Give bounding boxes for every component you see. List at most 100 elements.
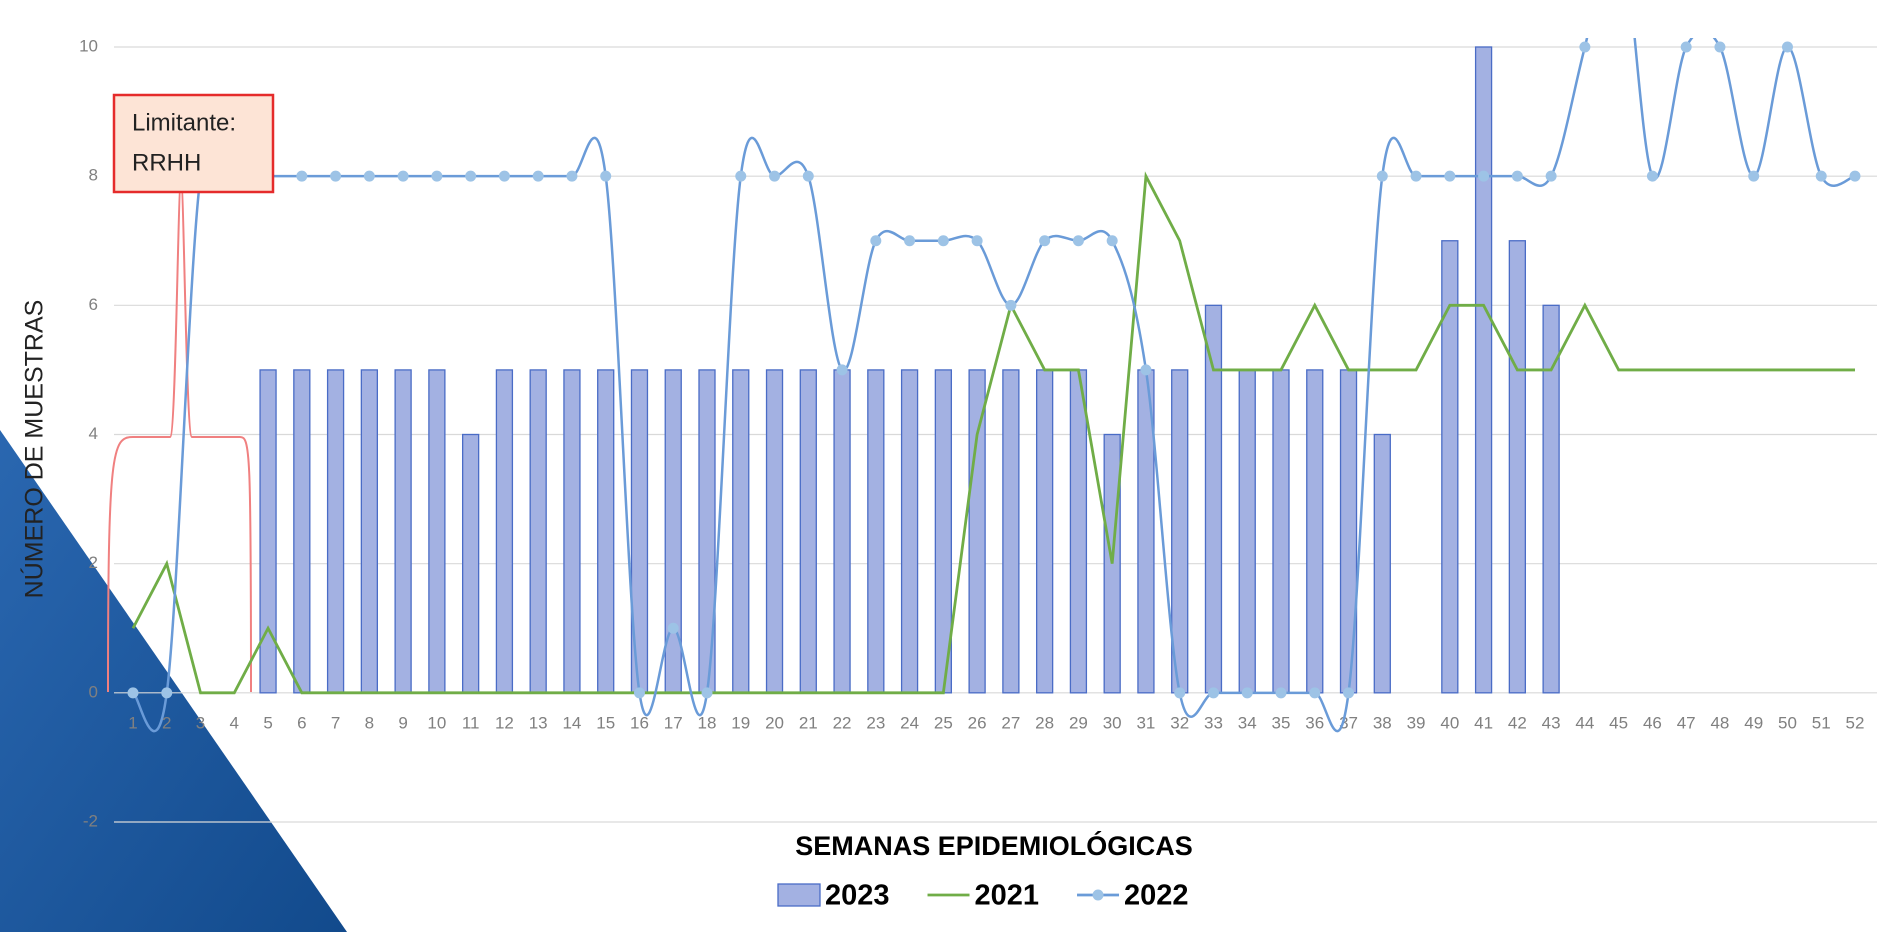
- bar: [428, 369, 446, 694]
- x-tick-label: 29: [1069, 713, 1088, 732]
- x-tick-label: 17: [664, 713, 683, 732]
- marker: [971, 235, 983, 247]
- marker: [566, 170, 578, 182]
- x-tick-label: 4: [230, 713, 239, 732]
- marker: [1815, 170, 1827, 182]
- annotation-box: [112, 93, 275, 194]
- legend-label: 2021: [975, 880, 1040, 912]
- x-tick-label: 20: [765, 713, 784, 732]
- bar: [259, 369, 277, 694]
- x-tick-label: 3: [196, 713, 205, 732]
- legend-swatch: [777, 883, 821, 907]
- x-tick-label: 39: [1407, 713, 1426, 732]
- x-tick-label: 41: [1474, 713, 1493, 732]
- x-tick-label: 44: [1575, 713, 1594, 732]
- x-axis-title: SEMANAS EPIDEMIOLÓGICAS: [795, 830, 1193, 861]
- bar: [597, 369, 615, 694]
- marker: [667, 622, 679, 634]
- lines: [127, 38, 1861, 733]
- x-tick-label: 6: [297, 713, 306, 732]
- x-tick-label: 2: [162, 713, 171, 732]
- marker: [1343, 687, 1355, 699]
- x-tick-label: 13: [529, 713, 548, 732]
- annotation-text: Limitante:: [132, 109, 236, 136]
- marker: [1309, 687, 1321, 699]
- marker: [769, 170, 781, 182]
- marker: [701, 687, 713, 699]
- line: [131, 171, 1855, 695]
- marker: [161, 687, 173, 699]
- marker: [1646, 170, 1658, 182]
- marker: [296, 170, 308, 182]
- y-tick-label: 6: [89, 295, 98, 314]
- marker: [1140, 364, 1152, 376]
- legend-label: 2022: [1124, 880, 1189, 912]
- x-tick-label: 21: [799, 713, 818, 732]
- marker: [532, 170, 544, 182]
- x-tick-label: 34: [1238, 713, 1257, 732]
- bar: [326, 369, 345, 694]
- x-tick-label: 42: [1508, 713, 1527, 732]
- marker: [1781, 41, 1793, 53]
- bar: [495, 369, 514, 694]
- x-tick-label: 23: [866, 713, 885, 732]
- marker: [1511, 170, 1523, 182]
- marker: [330, 170, 342, 182]
- marker: [1444, 170, 1456, 182]
- marker: [600, 170, 612, 182]
- marker: [937, 235, 949, 247]
- marker: [127, 687, 139, 699]
- marker: [431, 170, 443, 182]
- bar: [360, 369, 379, 694]
- marker: [397, 170, 409, 182]
- bar: [765, 369, 784, 694]
- x-tick-label: 26: [968, 713, 987, 732]
- bar: [867, 369, 885, 694]
- bar: [1272, 369, 1290, 694]
- marker: [465, 170, 477, 182]
- marker: [1545, 170, 1557, 182]
- x-tick-label: 28: [1035, 713, 1054, 732]
- marker: [1005, 299, 1017, 311]
- x-tick-label: 31: [1136, 713, 1155, 732]
- x-tick-label: 15: [596, 713, 615, 732]
- x-tick-label: 36: [1305, 713, 1324, 732]
- x-tick-label: 27: [1001, 713, 1020, 732]
- bar: [799, 369, 817, 694]
- marker: [1748, 170, 1760, 182]
- x-tick-label: 32: [1170, 713, 1189, 732]
- x-tick-label: 52: [1846, 713, 1865, 732]
- bar: [529, 369, 547, 694]
- bar: [968, 369, 986, 694]
- bar: [1069, 369, 1088, 694]
- marker: [1174, 687, 1186, 699]
- bar: [664, 369, 682, 694]
- x-tick-label: 18: [698, 713, 717, 732]
- bar: [394, 369, 412, 694]
- marker: [836, 364, 848, 376]
- bar: [732, 369, 750, 694]
- marker: [1072, 235, 1084, 247]
- background-decoration: [0, 430, 347, 932]
- bar: [1508, 240, 1527, 694]
- x-tick-label: 50: [1778, 713, 1797, 732]
- bar: [1306, 369, 1324, 694]
- bar: [1238, 369, 1256, 694]
- marker: [1275, 687, 1287, 699]
- x-tick-label: 8: [365, 713, 374, 732]
- bar: [293, 369, 311, 694]
- bar: [461, 433, 480, 694]
- x-tick-label: 24: [900, 713, 919, 732]
- y-tick-label: 8: [89, 166, 98, 185]
- x-tick-label: 22: [833, 713, 852, 732]
- marker: [1680, 41, 1692, 53]
- x-tick-label: 38: [1373, 713, 1392, 732]
- annotation-text: RRHH: [132, 149, 201, 176]
- x-tick-label: 47: [1677, 713, 1696, 732]
- marker: [1207, 687, 1219, 699]
- marker: [904, 235, 916, 247]
- x-tick-label: 43: [1542, 713, 1561, 732]
- x-tick-label: 1: [128, 713, 137, 732]
- bar: [900, 369, 919, 694]
